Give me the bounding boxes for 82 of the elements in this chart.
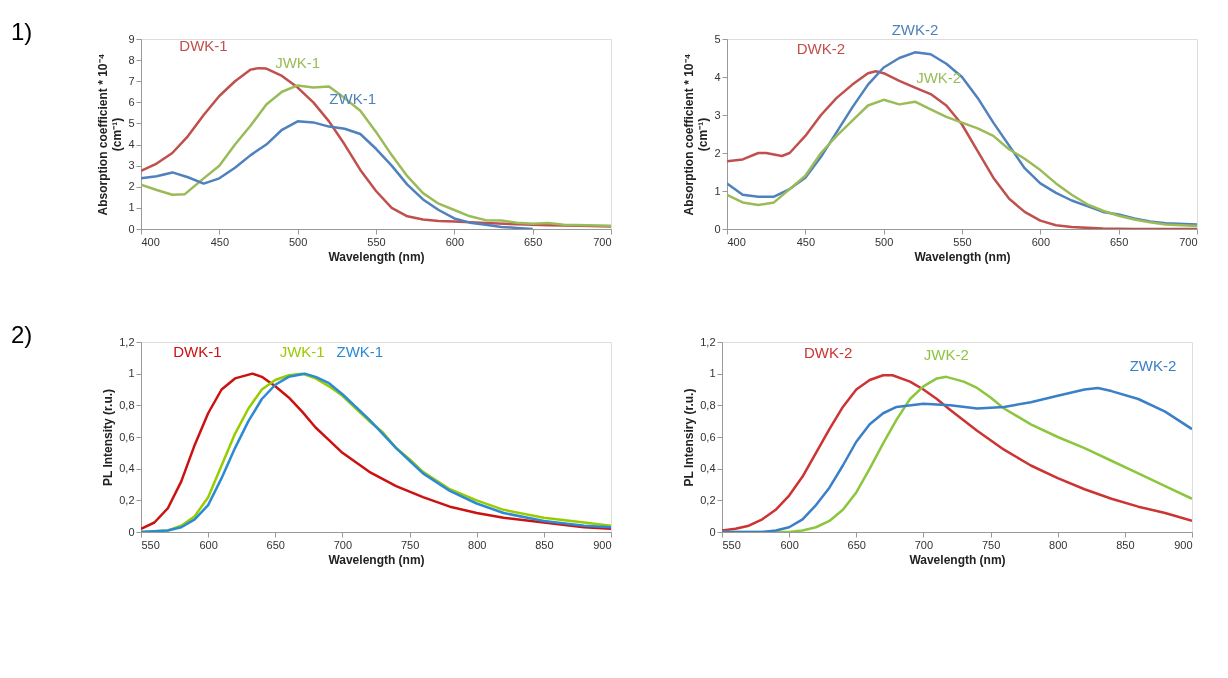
y-tick-label: 4 xyxy=(128,138,135,151)
x-tick-label: 750 xyxy=(981,538,1001,551)
line-series xyxy=(141,120,534,229)
y-tick-label: 1 xyxy=(128,201,135,214)
x-tick-label: 700 xyxy=(1179,235,1198,248)
series-label: JWK-1 xyxy=(279,342,325,360)
y-tick-label: 0,2 xyxy=(119,493,135,506)
x-axis-title: Wavelength (nm) xyxy=(909,552,1006,567)
x-axis-title: Wavelength (nm) xyxy=(914,249,1011,264)
y-axis-title: Absorption coefficient * 10⁻⁴ (cm⁻¹) xyxy=(682,53,711,216)
x-tick-label: 600 xyxy=(1031,235,1051,248)
y-tick-label: 0,4 xyxy=(119,462,135,475)
x-tick-label: 800 xyxy=(1049,538,1068,551)
y-tick-label: 1 xyxy=(128,367,135,380)
y-axis-title: Absorption coefficient * 10⁻⁴ (cm⁻¹) xyxy=(96,53,125,216)
x-tick-label: 450 xyxy=(210,235,230,248)
y-tick-label: 1 xyxy=(714,184,721,197)
y-tick-label: 7 xyxy=(128,74,135,87)
x-tick-label: 800 xyxy=(468,538,487,551)
x-tick-label: 900 xyxy=(1174,538,1193,551)
series-label: ZWK-2 xyxy=(891,21,939,39)
y-tick-label: 0 xyxy=(714,222,721,235)
y-tick-label: 1,2 xyxy=(119,335,135,348)
x-tick-label: 850 xyxy=(535,538,554,551)
y-tick-label: 0,8 xyxy=(119,398,135,411)
y-tick-label: 0,6 xyxy=(119,430,135,443)
y-tick-label: 3 xyxy=(714,108,721,121)
y-tick-label: 5 xyxy=(714,32,721,45)
x-axis-title: Wavelength (nm) xyxy=(328,552,425,567)
x-tick-label: 900 xyxy=(593,538,612,551)
x-tick-label: 650 xyxy=(847,538,866,551)
text: 1) xyxy=(11,18,33,45)
series-label: JWK-1 xyxy=(275,54,321,72)
series-label: DWK-2 xyxy=(796,40,846,58)
x-tick-label: 650 xyxy=(523,235,543,248)
x-tick-label: 700 xyxy=(593,235,612,248)
x-tick-label: 650 xyxy=(266,538,285,551)
x-tick-label: 550 xyxy=(141,538,160,551)
x-tick-label: 550 xyxy=(367,235,386,248)
y-tick-label: 0,4 xyxy=(700,462,716,475)
series-label: DWK-1 xyxy=(179,37,228,55)
y-axis-title: PL Intensiry (r.u.) xyxy=(682,388,697,487)
x-tick-label: 650 xyxy=(1109,235,1129,248)
x-tick-label: 400 xyxy=(727,235,746,248)
y-tick-label: 2 xyxy=(128,180,135,193)
y-axis-title: PL Intensity (r.u.) xyxy=(101,388,116,487)
x-axis-title: Wavelength (nm) xyxy=(328,249,425,264)
y-tick-label: 0,8 xyxy=(700,398,716,411)
y-tick-label: 1,2 xyxy=(700,335,716,348)
x-tick-label: 550 xyxy=(722,538,741,551)
y-tick-label: 3 xyxy=(128,159,135,172)
series-label: ZWK-1 xyxy=(336,342,384,360)
x-tick-label: 600 xyxy=(199,538,218,551)
x-tick-label: 700 xyxy=(333,538,353,551)
x-tick-label: 850 xyxy=(1116,538,1135,551)
y-tick-label: 9 xyxy=(128,32,135,45)
series-label: DWK-2 xyxy=(803,344,853,362)
y-tick-label: 8 xyxy=(128,53,135,66)
y-tick-label: 0 xyxy=(128,222,135,235)
x-tick-label: 500 xyxy=(874,235,894,248)
x-tick-label: 750 xyxy=(400,538,420,551)
x-tick-label: 600 xyxy=(780,538,799,551)
x-tick-label: 550 xyxy=(953,235,972,248)
y-tick-label: 0,6 xyxy=(700,430,716,443)
y-tick-label: 2 xyxy=(714,146,721,159)
y-tick-label: 0,2 xyxy=(700,493,716,506)
series-label: JWK-2 xyxy=(923,345,969,363)
x-tick-label: 400 xyxy=(141,235,160,248)
y-tick-label: 5 xyxy=(128,116,135,129)
text: 2) xyxy=(11,321,33,348)
y-tick-label: 4 xyxy=(714,70,721,83)
y-tick-label: 6 xyxy=(128,95,135,108)
y-tick-label: 0 xyxy=(128,525,135,538)
series-label: ZWK-2 xyxy=(1129,356,1177,374)
y-tick-label: 0 xyxy=(709,525,716,538)
series-label: JWK-2 xyxy=(916,68,962,86)
x-tick-label: 700 xyxy=(914,538,934,551)
x-tick-label: 500 xyxy=(288,235,308,248)
series-label: DWK-1 xyxy=(173,342,222,360)
x-tick-label: 600 xyxy=(445,235,465,248)
y-tick-label: 1 xyxy=(709,367,716,380)
x-tick-label: 450 xyxy=(796,235,816,248)
